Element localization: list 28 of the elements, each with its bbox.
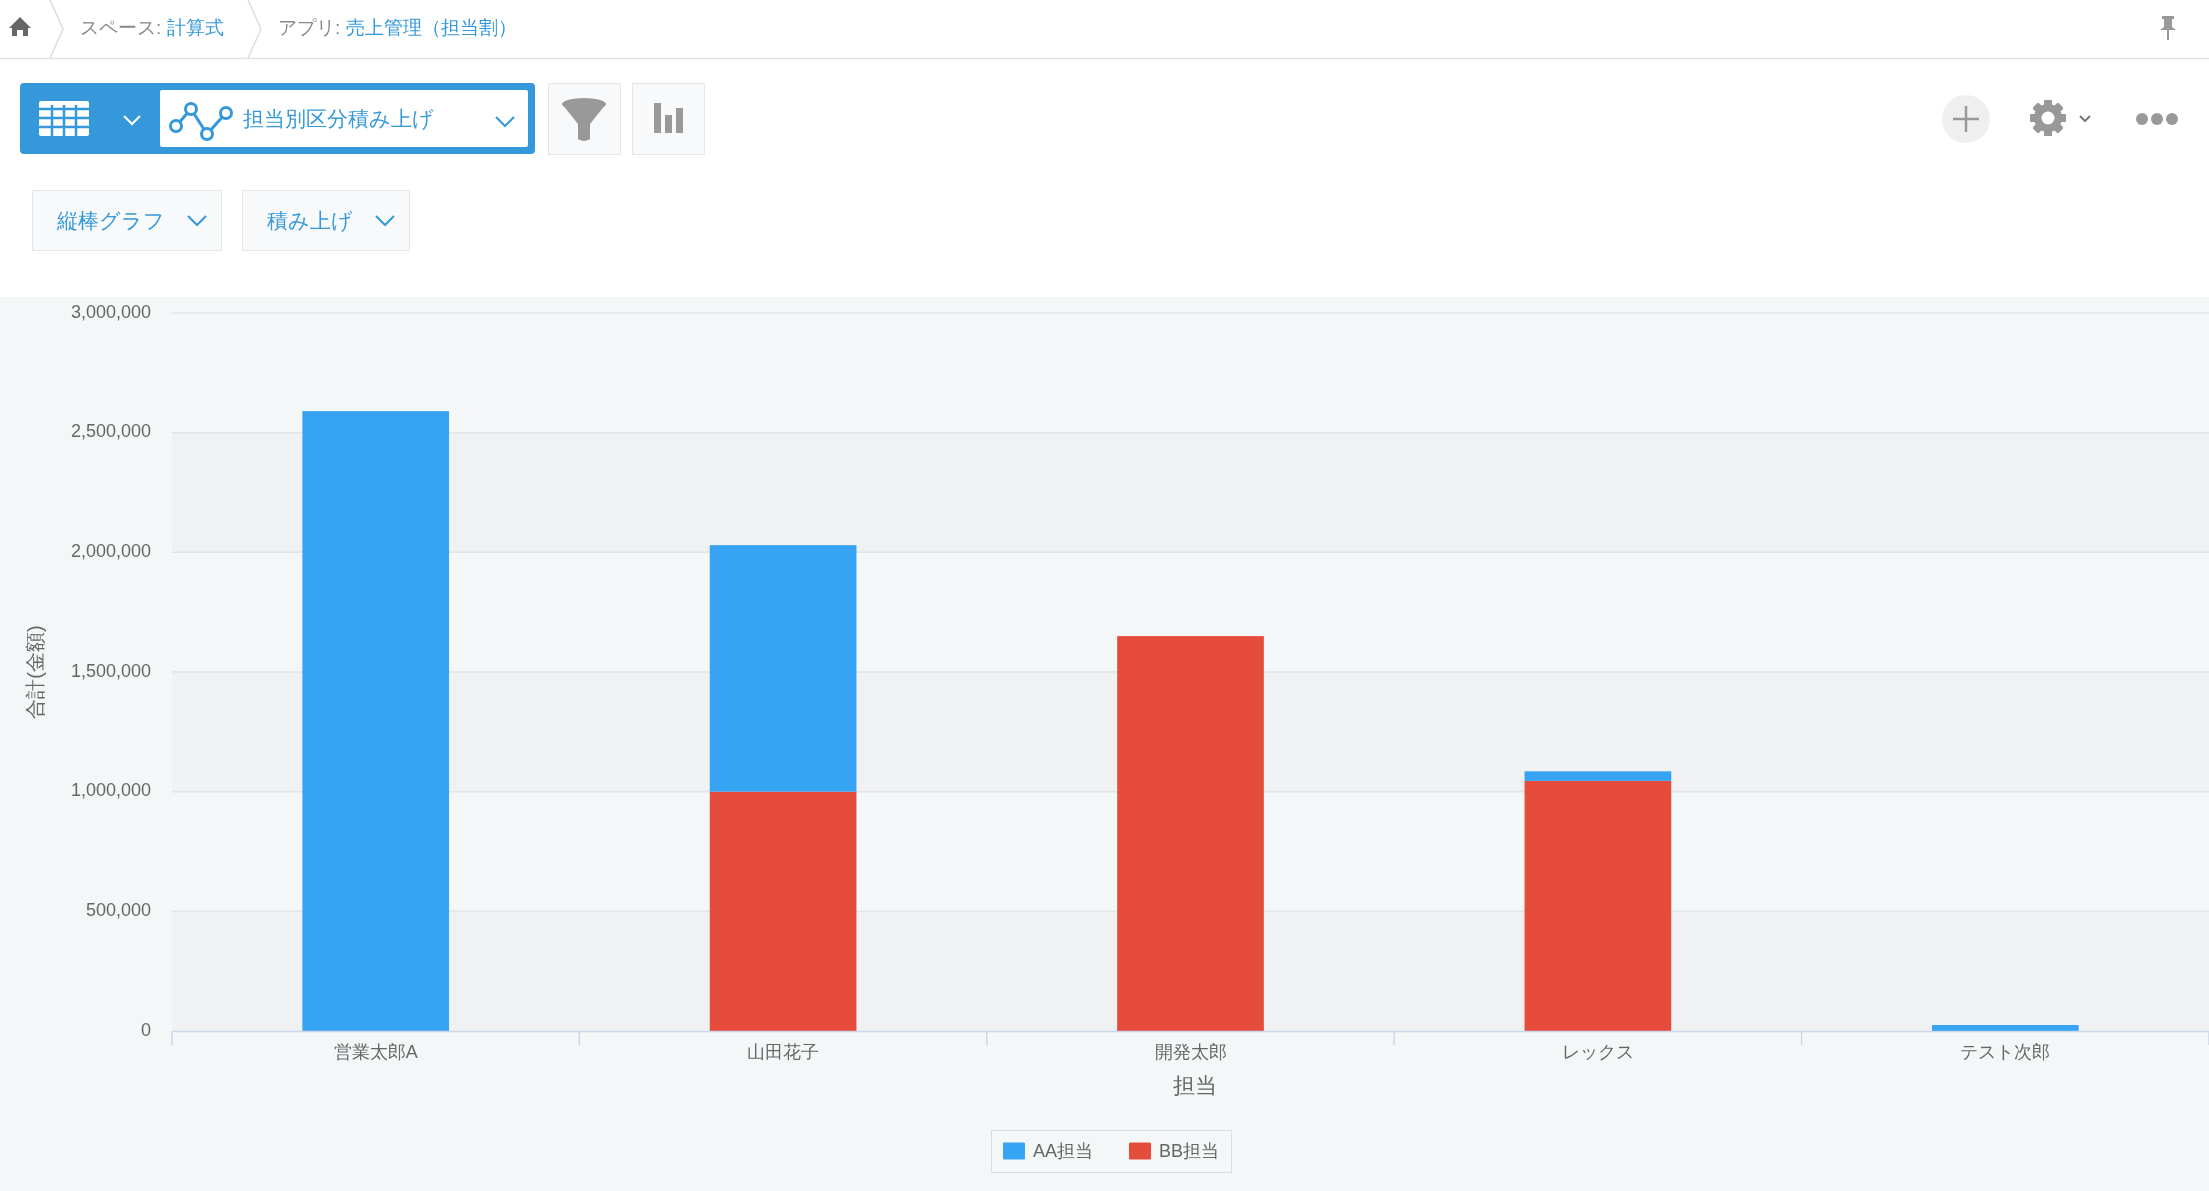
chart-title: 担当別区分積み上げ (243, 107, 434, 130)
y-axis-title: 合計(金額) (24, 625, 47, 719)
bar (709, 791, 857, 1031)
x-tick-label: 山田花子 (747, 1042, 820, 1062)
y-tick-label: 1,500,000 (70, 660, 151, 681)
x-tick-label: テスト次郎 (1960, 1042, 2051, 1062)
bar (709, 545, 857, 792)
option-button: 積み上げ (242, 190, 410, 251)
option-button: 縦棒グラフ (32, 190, 222, 251)
legend-label: BB担当 (1159, 1140, 1220, 1161)
bar (302, 411, 450, 1031)
y-tick-label: 1,000,000 (70, 780, 151, 801)
text: スペース: 計算式 (80, 17, 224, 38)
y-tick-label: 0 (140, 1019, 151, 1040)
text: アプリ: 売上管理（担当割） (278, 17, 517, 38)
y-tick-label: 3,000,000 (70, 301, 151, 322)
y-tick-label: 2,000,000 (70, 541, 151, 562)
y-tick-label: 2,500,000 (70, 421, 151, 442)
x-axis-title: 担当 (1172, 1073, 1217, 1098)
bar (1524, 771, 1672, 781)
legend-label: AA担当 (1032, 1140, 1093, 1161)
bar (1117, 636, 1264, 1031)
y-tick-label: 500,000 (85, 900, 151, 921)
x-tick-label: 営業太郎A (333, 1042, 418, 1062)
x-tick-label: レックス (1561, 1042, 1634, 1062)
bar (1931, 1025, 2079, 1031)
bar (1524, 780, 1672, 1031)
x-tick-label: 開発太郎 (1154, 1042, 1227, 1062)
